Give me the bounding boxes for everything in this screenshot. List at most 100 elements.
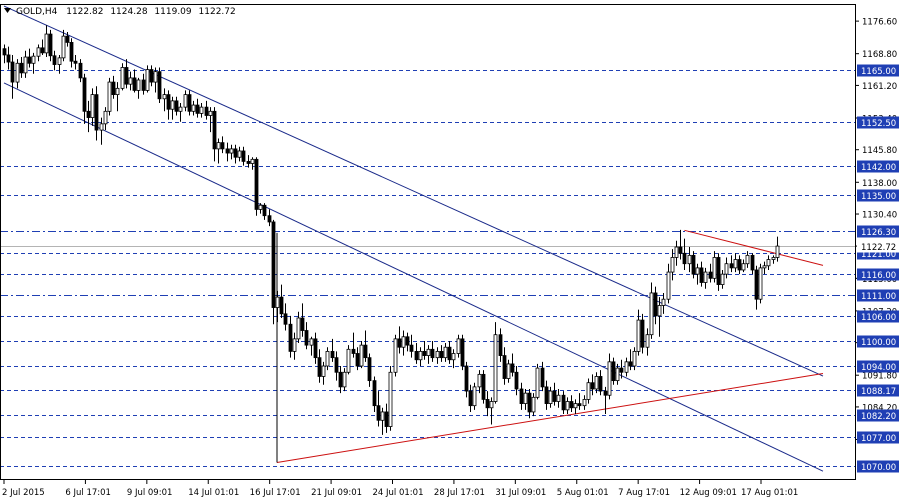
x-tick-label-11: 12 Aug 09:01 — [680, 488, 737, 498]
candle-body-6 — [27, 56, 32, 64]
candle-body-172 — [724, 263, 729, 275]
candle-body-35 — [149, 69, 154, 83]
candle-body-103 — [435, 350, 440, 359]
x-tick-label-0: 2 Jul 2015 — [2, 488, 45, 498]
svg-text:GOLD,H4 1122.82 11: GOLD,H4 1122.82 1124.28 1119.09 1122.72 — [16, 7, 236, 17]
candle-body-46 — [195, 104, 200, 114]
channel-line-0 — [3, 5, 824, 377]
candle-body-74 — [313, 338, 318, 359]
candle-body-157 — [661, 298, 666, 306]
candle-body-160 — [674, 246, 679, 258]
candle-body-95 — [401, 336, 406, 348]
candle-body-180 — [758, 267, 763, 300]
candle-body-110 — [464, 365, 469, 392]
candle-body-10 — [44, 33, 49, 54]
x-tick-label-5: 21 Jul 09:01 — [311, 488, 362, 498]
candle-body-136 — [573, 403, 578, 409]
candle-body-167 — [703, 271, 708, 283]
candle-body-25 — [107, 81, 112, 112]
candle-body-143 — [603, 390, 608, 396]
level-label-box-8 — [857, 310, 899, 323]
candle-body-66 — [279, 296, 284, 315]
level-label-box-1 — [857, 116, 899, 129]
candle-body-94 — [397, 338, 402, 348]
candle-body-162 — [682, 252, 687, 265]
candle-body-179 — [754, 269, 759, 300]
x-tick-label-1: 6 Jul 17:01 — [65, 488, 111, 498]
candle-body-174 — [733, 259, 738, 269]
level-label-box-7 — [857, 289, 899, 302]
candle-body-97 — [409, 344, 414, 352]
horizontal-levels — [0, 70, 855, 467]
candle-body-24 — [103, 110, 108, 125]
candle-body-81 — [342, 371, 347, 388]
symbol-label: GOLD,H4 — [16, 7, 58, 17]
candle-body-79 — [334, 357, 339, 373]
candle-body-105 — [443, 346, 448, 359]
level-labels: 1165.00 1152.50 1142.00 1135.00 1126.30 1121.… — [857, 64, 899, 473]
candle-body-52 — [220, 142, 225, 150]
x-tick-label-3: 14 Jul 01:01 — [188, 488, 239, 498]
candle-body-135 — [569, 401, 574, 409]
candle-body-19 — [82, 77, 87, 112]
candle-body-114 — [481, 373, 486, 400]
ohlc-close: 1122.72 — [199, 7, 236, 17]
candle-body-27 — [115, 87, 120, 96]
candle-body-90 — [380, 411, 385, 421]
candle-body-122 — [514, 371, 519, 390]
level-label-8: 1106.00 — [861, 313, 896, 323]
candle-body-80 — [338, 371, 343, 388]
candle-body-119 — [502, 355, 507, 379]
candle-body-42 — [178, 106, 183, 112]
ohlc-open: 1122.82 — [66, 7, 103, 17]
level-label-11: 1088.17 — [861, 387, 896, 397]
candle-body-128 — [540, 367, 545, 388]
candle-body-120 — [506, 363, 511, 379]
candle-body-102 — [430, 348, 435, 359]
candle-body-1 — [6, 54, 11, 63]
candle-body-13 — [57, 57, 62, 65]
candle-body-124 — [523, 392, 528, 404]
candle-body-96 — [405, 336, 410, 346]
candle-body-175 — [737, 259, 742, 271]
candle-body-20 — [86, 110, 91, 118]
candle-body-107 — [451, 353, 456, 361]
candle-body-14 — [61, 35, 66, 59]
x-tick-label-8: 31 Jul 09:01 — [495, 488, 546, 498]
candle-body-127 — [535, 367, 540, 398]
candle-body-55 — [233, 148, 238, 158]
level-label-0: 1165.00 — [861, 67, 896, 77]
candle-body-77 — [325, 350, 330, 367]
candle-body-142 — [598, 376, 603, 392]
candle-body-163 — [687, 254, 692, 265]
candle-body-173 — [729, 263, 734, 269]
candle-body-86 — [363, 344, 368, 359]
candle-body-75 — [317, 357, 322, 377]
candle-body-58 — [246, 161, 251, 164]
x-tick-label-6: 24 Jul 01:01 — [373, 488, 424, 498]
candle-body-23 — [99, 123, 104, 131]
chart-header: GOLD,H4 1122.82 1124.28 1119.09 1122.72 — [4, 7, 236, 17]
candle-body-57 — [241, 150, 246, 162]
x-tick-label-10: 7 Aug 17:01 — [618, 488, 670, 498]
candle-body-145 — [611, 361, 616, 382]
candle-body-11 — [48, 33, 53, 57]
candle-body-164 — [691, 254, 696, 275]
candle-body-144 — [607, 361, 612, 396]
candle-body-76 — [321, 365, 326, 377]
candle-body-181 — [762, 265, 767, 269]
level-label-14: 1070.00 — [861, 463, 896, 473]
candle-body-83 — [351, 348, 356, 354]
triangle-down-icon[interactable] — [4, 8, 11, 13]
level-label-box-13 — [857, 431, 899, 444]
candle-body-30 — [128, 77, 133, 85]
y-tick-label-0: 1176.60 — [862, 18, 897, 28]
x-tick-label-12: 17 Aug 01:01 — [741, 488, 798, 498]
candle-body-154 — [649, 292, 654, 336]
candle-body-156 — [657, 305, 662, 317]
level-label-box-2 — [857, 160, 899, 173]
x-tick-label-9: 5 Aug 01:01 — [557, 488, 609, 498]
candle-body-171 — [720, 273, 725, 285]
candle-body-32 — [136, 79, 141, 91]
